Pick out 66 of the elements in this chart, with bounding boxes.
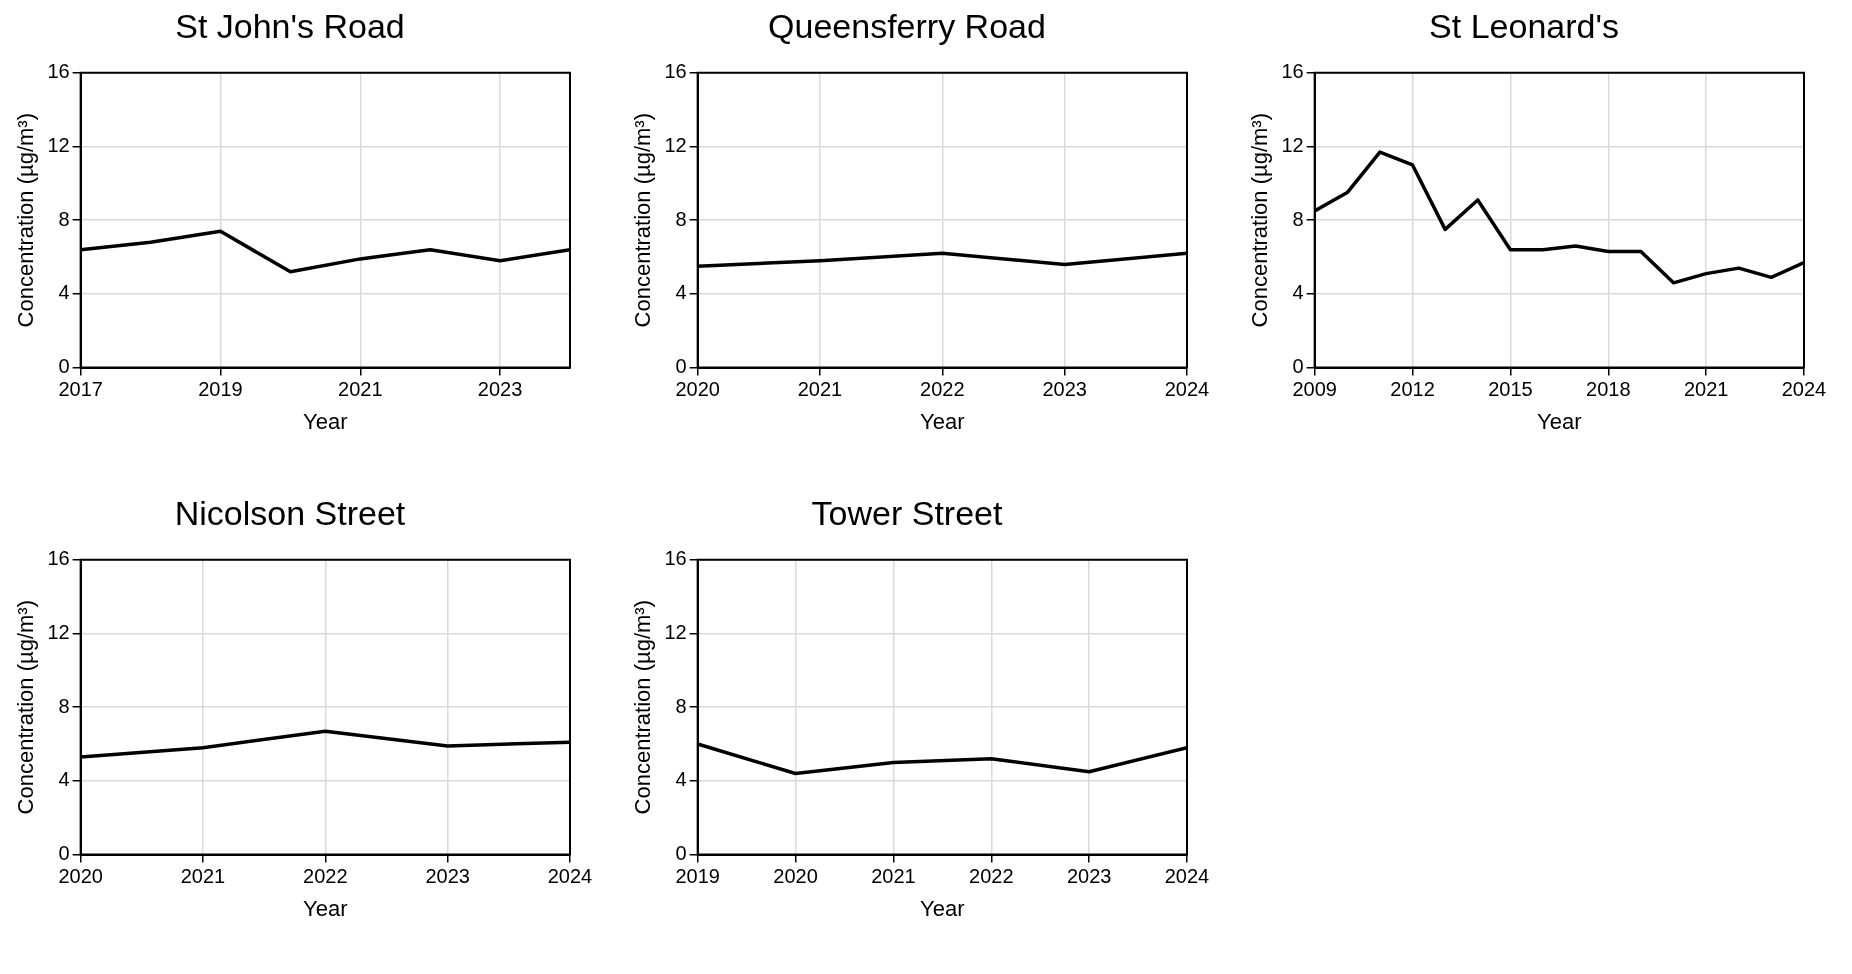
y-tick-label: 4: [675, 768, 687, 791]
x-tick-label: 2022: [303, 865, 348, 888]
x-tick-label: 2023: [425, 865, 470, 888]
y-tick-label: 0: [675, 842, 687, 865]
y-tick-label: 16: [47, 60, 70, 83]
y-tick-label: 16: [1281, 60, 1304, 83]
x-tick-label: 2024: [1164, 865, 1210, 888]
x-tick-label: 2024: [1164, 378, 1210, 401]
x-tick-label: 2019: [675, 865, 720, 888]
x-tick-label: 2015: [1488, 378, 1533, 401]
x-tick-label: 2021: [797, 378, 843, 401]
y-tick-label: 8: [675, 694, 687, 717]
y-tick-label: 0: [58, 355, 70, 378]
x-tick-label: 2012: [1390, 378, 1435, 401]
y-tick-label: 12: [664, 134, 687, 157]
y-tick-label: 8: [58, 207, 70, 230]
x-tick-label: 2022: [969, 865, 1014, 888]
x-tick-label: 2023: [1042, 378, 1087, 401]
y-tick-label: 16: [47, 547, 70, 570]
x-tick-label: 2020: [58, 865, 103, 888]
y-tick-label: 12: [47, 621, 70, 644]
y-tick-label: 16: [664, 60, 687, 83]
x-tick-label: 2009: [1292, 378, 1337, 401]
y-axis-title: Concentration (µg/m³): [1247, 112, 1273, 328]
chart-title: St John's Road: [175, 6, 405, 45]
y-tick-label: 8: [1292, 207, 1304, 230]
x-tick-label: 2017: [58, 378, 103, 401]
y-tick-label: 4: [58, 768, 70, 791]
y-tick-label: 8: [58, 694, 70, 717]
x-tick-label: 2021: [871, 865, 916, 888]
y-tick-label: 12: [47, 134, 70, 157]
y-tick-label: 8: [675, 207, 687, 230]
chart-title: St Leonard's: [1429, 6, 1619, 45]
chart-title: Queensferry Road: [768, 6, 1046, 45]
chart-title: Tower Street: [811, 493, 1003, 532]
x-axis-title: Year: [303, 408, 348, 434]
y-tick-label: 0: [675, 355, 687, 378]
y-tick-label: 12: [664, 621, 687, 644]
x-tick-label: 2024: [1781, 378, 1827, 401]
x-axis-title: Year: [920, 408, 965, 434]
x-axis-title: Year: [920, 895, 965, 921]
x-tick-label: 2024: [547, 865, 593, 888]
y-axis-title: Concentration (µg/m³): [13, 112, 39, 328]
x-tick-label: 2021: [338, 378, 383, 401]
y-tick-label: 0: [1292, 355, 1304, 378]
x-tick-label: 2023: [477, 378, 523, 401]
y-tick-label: 0: [58, 842, 70, 865]
y-tick-label: 4: [58, 281, 70, 304]
chart-title: Nicolson Street: [174, 493, 406, 532]
x-axis-title: Year: [1537, 408, 1582, 434]
x-tick-label: 2021: [180, 865, 226, 888]
x-tick-label: 2018: [1586, 378, 1631, 401]
y-tick-label: 12: [1281, 134, 1304, 157]
x-tick-label: 2023: [1066, 865, 1112, 888]
y-tick-label: 16: [664, 547, 687, 570]
x-tick-label: 2020: [773, 865, 818, 888]
x-tick-label: 2022: [920, 378, 965, 401]
y-axis-title: Concentration (µg/m³): [630, 599, 656, 815]
y-tick-label: 4: [1292, 281, 1304, 304]
x-tick-label: 2020: [675, 378, 720, 401]
x-tick-label: 2021: [1683, 378, 1729, 401]
y-axis-title: Concentration (µg/m³): [13, 599, 39, 815]
y-tick-label: 4: [675, 281, 687, 304]
y-axis-title: Concentration (µg/m³): [630, 112, 656, 328]
x-axis-title: Year: [303, 895, 348, 921]
x-tick-label: 2019: [198, 378, 243, 401]
